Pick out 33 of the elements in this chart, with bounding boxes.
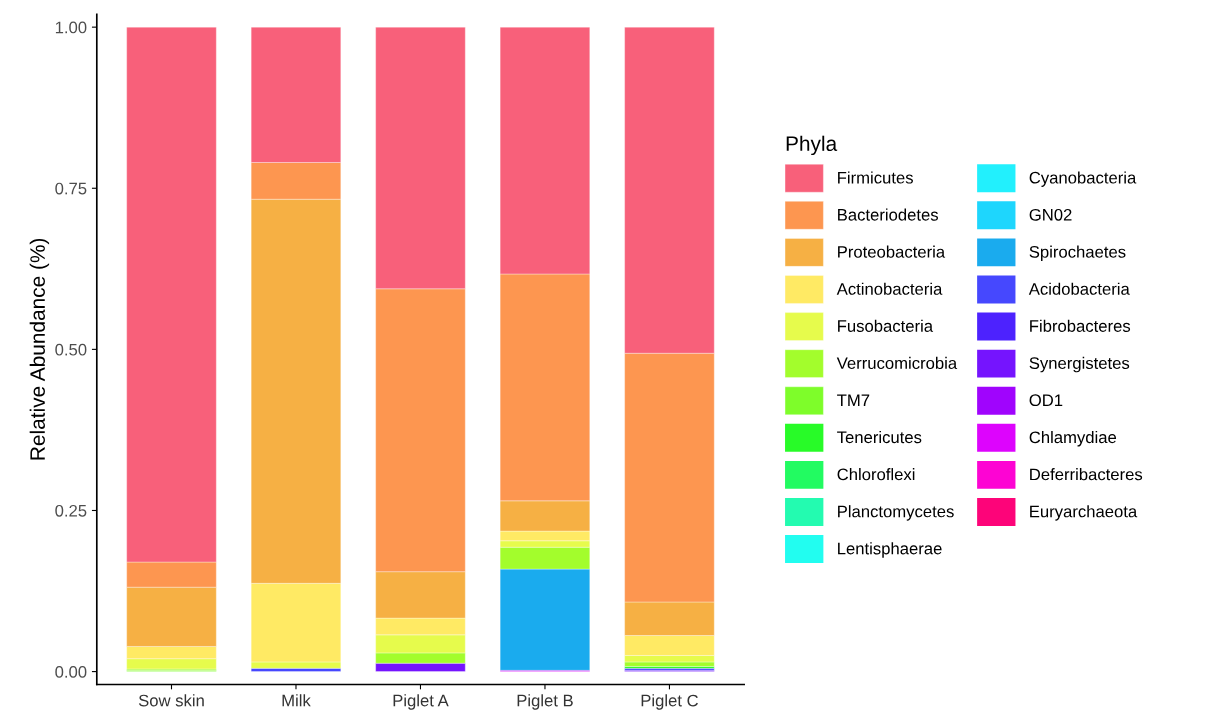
legend-label: Chlamydiae xyxy=(1029,430,1117,447)
x-tick-label: Milk xyxy=(282,694,311,707)
legend-label: Euryarchaeota xyxy=(1030,505,1138,521)
legend-label: Synergistetes xyxy=(1029,356,1130,373)
legend-label: GN02 xyxy=(1029,208,1072,221)
x-tick-label: Sow skin xyxy=(138,694,204,707)
legend-label: Cyanobacteria xyxy=(1029,171,1137,187)
x-tick-label: Piglet C xyxy=(641,694,698,710)
y-tick-label: 1.00 xyxy=(55,21,87,34)
y-tick-label: 0.50 xyxy=(55,343,87,356)
legend-label: Chloroflexi xyxy=(837,468,915,481)
legend-label: Planctomycetes xyxy=(838,505,954,521)
legend-label: Fusobacteria xyxy=(838,319,934,332)
legend-label: Proteobacteria xyxy=(838,245,946,258)
legend-label: Acidobacteria xyxy=(1028,282,1130,295)
y-tick-label: 0.25 xyxy=(55,504,87,517)
legend-label: Tenericutes xyxy=(837,430,922,444)
legend-label: Actinobacteria xyxy=(836,282,943,295)
y-tick-label: 0.75 xyxy=(55,182,87,195)
x-tick-label: Piglet A xyxy=(393,694,449,710)
legend-label: Spirochaetes xyxy=(1029,245,1126,262)
legend-label: TM7 xyxy=(837,394,870,406)
legend-label: Bacteriodetes xyxy=(838,208,939,221)
legend-label: Verrucomicrobia xyxy=(836,356,958,370)
legend-label: OD1 xyxy=(1029,394,1063,407)
x-tick-label: Piglet B xyxy=(517,694,573,710)
y-axis-title: Relative Abundance (%) xyxy=(29,238,50,460)
legend-label: Deferribacteres xyxy=(1030,468,1143,481)
legend-label: Lentisphaerae xyxy=(838,542,942,558)
legend-label: Firmicutes xyxy=(838,171,913,184)
legend-label: Fibrobacteres xyxy=(1030,319,1131,332)
y-tick-label: 0.00 xyxy=(55,665,87,678)
legend-title: Phyla xyxy=(786,135,838,156)
